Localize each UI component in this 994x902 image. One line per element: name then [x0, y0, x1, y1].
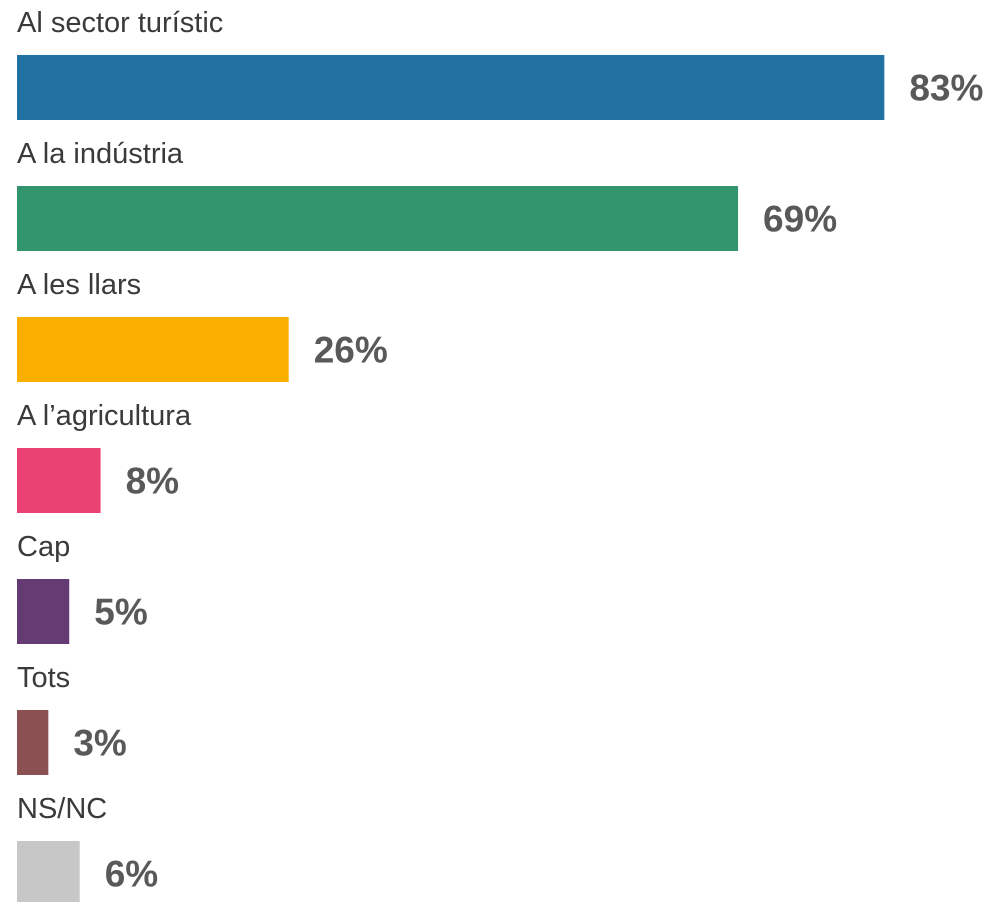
value-label: 8%: [126, 461, 179, 502]
category-label: A la indústria: [17, 138, 184, 170]
bar-row: Cap 5%: [17, 531, 148, 644]
category-label: Al sector turístic: [17, 7, 223, 39]
bar: [17, 55, 885, 120]
bar: [17, 710, 49, 775]
bar: [17, 841, 80, 902]
value-label: 6%: [105, 854, 158, 895]
bar-row: A les llars 26%: [17, 269, 388, 382]
value-label: 83%: [909, 68, 983, 109]
category-label: NS/NC: [17, 793, 107, 825]
bar: [17, 579, 70, 644]
bar-row: A la indústria 69%: [17, 138, 837, 251]
bar: [17, 317, 289, 382]
category-label: Tots: [17, 662, 70, 694]
value-label: 69%: [763, 199, 837, 240]
value-label: 5%: [94, 592, 147, 633]
value-label: 3%: [73, 723, 126, 764]
bar-row: NS/NC 6%: [17, 793, 158, 902]
bar: [17, 186, 739, 251]
category-label: Cap: [17, 531, 70, 563]
category-label: A l’agricultura: [17, 400, 192, 432]
bar-row: Al sector turístic 83%: [17, 7, 983, 120]
bar: [17, 448, 101, 513]
value-label: 26%: [314, 330, 388, 371]
bar-row: A l’agricultura 8%: [17, 400, 192, 513]
category-label: A les llars: [17, 269, 141, 301]
